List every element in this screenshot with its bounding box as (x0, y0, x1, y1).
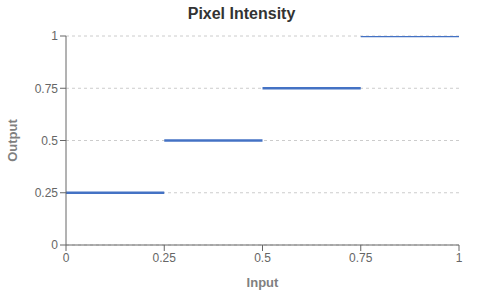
svg-text:Input: Input (247, 275, 279, 290)
html-text:Pixel Intensity: Pixel Intensity (187, 5, 296, 22)
svg-text:0.75: 0.75 (349, 251, 373, 265)
svg-text:0.25: 0.25 (153, 251, 177, 265)
svg-text:Output: Output (8, 119, 20, 162)
svg-text:0.25: 0.25 (35, 186, 59, 200)
svg-text:1: 1 (456, 251, 463, 265)
svg-text:0.5: 0.5 (41, 134, 58, 148)
svg-text:1: 1 (51, 29, 58, 43)
svg-text:0.5: 0.5 (254, 251, 271, 265)
svg-text:0.75: 0.75 (35, 82, 59, 96)
svg-text:0: 0 (51, 238, 58, 252)
svg-text:0: 0 (63, 251, 70, 265)
